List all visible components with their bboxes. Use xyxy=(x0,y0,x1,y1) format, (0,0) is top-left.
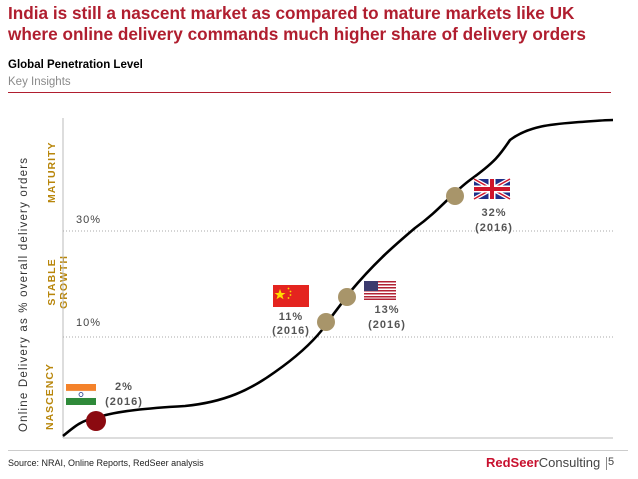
penetration-curve xyxy=(62,118,614,437)
india-marker xyxy=(86,411,106,431)
china-value-label: 11% xyxy=(279,311,303,323)
brand-name-rest: Consulting xyxy=(538,455,601,470)
uk-flag-icon xyxy=(473,177,511,201)
india-flag-icon xyxy=(65,384,97,405)
uk-value-label: 32% xyxy=(481,207,506,219)
header-divider xyxy=(8,92,611,93)
uk-marker xyxy=(446,187,464,205)
page-number: 5 xyxy=(608,456,615,468)
china-marker xyxy=(317,313,335,331)
penetration-chart: 30% 10% xyxy=(62,118,614,439)
usa-value-label: 13% xyxy=(374,304,399,316)
brand-name-red: RedSeer xyxy=(486,455,539,470)
brand-separator xyxy=(606,457,608,471)
chart-subtitle: Global Penetration Level xyxy=(8,59,143,71)
gridline-label-30: 30% xyxy=(76,214,101,226)
usa-marker xyxy=(338,288,356,306)
usa-year-label: (2016) xyxy=(368,319,406,331)
section-label: Key Insights xyxy=(8,76,71,88)
footer-divider xyxy=(8,450,628,451)
uk-year-label: (2016) xyxy=(475,222,513,234)
brand-logo: RedSeerConsulting xyxy=(486,455,613,471)
gridline-label-10: 10% xyxy=(76,317,101,329)
china-flag-icon xyxy=(273,285,309,307)
india-year-label: (2016) xyxy=(105,396,143,408)
usa-flag-icon xyxy=(364,281,396,300)
china-year-label: (2016) xyxy=(272,325,310,337)
india-value-label: 2% xyxy=(115,381,133,393)
page-title: India is still a nascent market as compa… xyxy=(8,3,586,44)
source-note: Source: NRAI, Online Reports, RedSeer an… xyxy=(8,458,204,468)
